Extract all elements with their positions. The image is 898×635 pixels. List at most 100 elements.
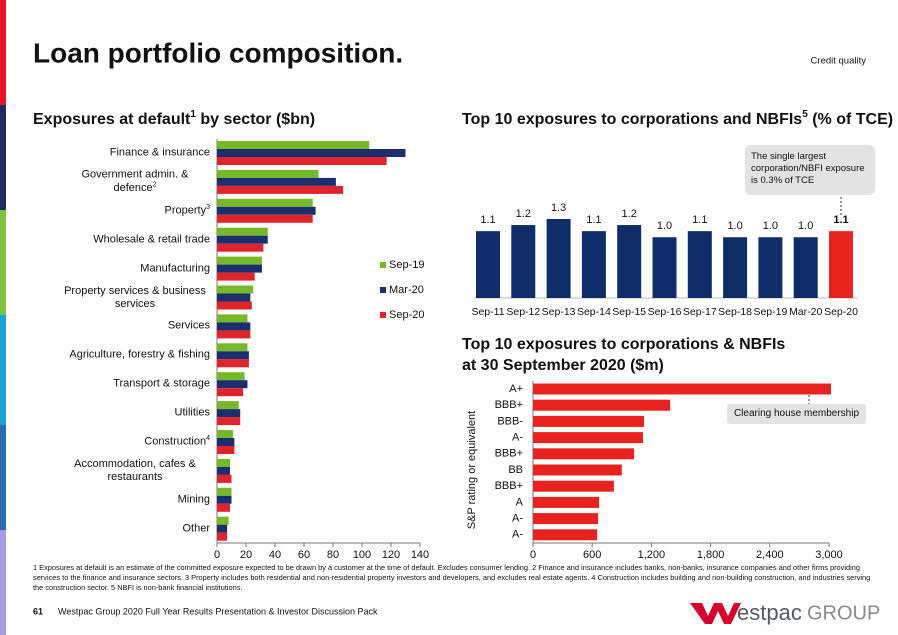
x-tick-label: 60 xyxy=(298,549,310,561)
bar xyxy=(217,227,268,236)
bar xyxy=(217,169,319,178)
title-part: 5 xyxy=(802,109,808,120)
bar xyxy=(217,351,249,360)
category-label: Property services & business services xyxy=(60,284,210,310)
bar xyxy=(217,359,249,368)
category-label: Wholesale & retail trade xyxy=(93,233,210,246)
bar xyxy=(217,293,251,302)
category-text: Property services & business services xyxy=(64,284,206,310)
category-label-box: Services xyxy=(0,320,210,333)
bar xyxy=(217,314,248,323)
bar xyxy=(217,157,387,165)
chart-title: Top 10 exposures to corporations & NBFIs xyxy=(462,336,785,353)
category-text: Manufacturing xyxy=(140,262,210,274)
bar xyxy=(511,225,536,298)
bar xyxy=(723,237,748,298)
footnote: 1 Exposures at default is an estimate of… xyxy=(33,563,871,592)
bar xyxy=(829,231,853,298)
strip xyxy=(0,530,6,635)
x-tick-label: 1,200 xyxy=(638,549,666,561)
category-text: Agriculture, forestry & fishing xyxy=(69,348,210,361)
category-label: BBB+ xyxy=(495,448,523,460)
bar xyxy=(217,388,244,397)
bar xyxy=(476,231,500,298)
bar xyxy=(217,401,239,410)
category-label-box: Finance & insurance xyxy=(0,146,210,159)
bar xyxy=(533,513,599,525)
bar xyxy=(217,214,313,223)
bar xyxy=(217,503,231,512)
strip xyxy=(0,0,6,105)
x-tick-label: Sep-20 xyxy=(824,306,858,318)
slide-title: Loan portfolio composition. xyxy=(33,37,403,68)
category-label: Agriculture, forestry & fishing xyxy=(69,349,210,362)
value-label: 1.0 xyxy=(763,220,778,232)
x-tick-label: 0 xyxy=(530,549,536,561)
value-label: 1.1 xyxy=(586,214,601,226)
title-part: (% of TCE) xyxy=(808,111,893,128)
bar xyxy=(217,330,251,339)
category-label: A+ xyxy=(509,383,523,395)
legend-swatch xyxy=(380,312,386,318)
category-text: Government admin. & defence xyxy=(81,168,189,195)
bar xyxy=(217,458,231,467)
bar xyxy=(217,301,252,310)
category-label: BBB- xyxy=(497,415,523,427)
x-tick-label: 80 xyxy=(327,549,339,561)
bar xyxy=(217,141,370,149)
category-text: Services xyxy=(167,319,210,332)
category-label: A xyxy=(516,496,524,508)
bar xyxy=(533,529,598,541)
category-text: Accommodation, cafes & restaurants xyxy=(74,457,196,483)
legend-label: Sep-19 xyxy=(389,259,424,271)
x-tick-label: Sep-15 xyxy=(612,306,646,318)
bar xyxy=(217,185,344,194)
category-note: 2 xyxy=(152,181,157,189)
title-part: Top 10 exposures to corporations and NBF… xyxy=(462,111,802,128)
category-note: 3 xyxy=(206,203,210,211)
x-tick-label: Mar-20 xyxy=(789,306,822,318)
x-tick-label: 20 xyxy=(240,549,252,561)
bar xyxy=(217,285,254,294)
x-tick-label: Sep-16 xyxy=(648,306,682,318)
bar xyxy=(533,383,831,395)
x-tick-label: 600 xyxy=(583,549,601,561)
bar xyxy=(581,231,606,298)
bar xyxy=(217,177,336,186)
x-tick-label: Sep-19 xyxy=(753,306,787,318)
bar xyxy=(533,496,600,508)
category-text: Wholesale & retail trade xyxy=(93,233,210,246)
x-tick-label: 0 xyxy=(214,549,220,561)
category-label-box: Transport & storage xyxy=(0,378,210,391)
x-tick-label: Sep-12 xyxy=(506,306,540,318)
bar xyxy=(533,448,635,460)
bar xyxy=(533,464,622,476)
category-label-box: Utilities xyxy=(0,407,210,420)
category-label: Property3 xyxy=(165,204,210,218)
category-text: Property xyxy=(164,204,207,217)
title-part: 1 xyxy=(190,109,196,120)
bar xyxy=(217,524,228,533)
bar xyxy=(533,415,644,427)
logo-group: GROUP xyxy=(807,602,880,624)
category-label-box: Manufacturing xyxy=(0,262,210,275)
bar xyxy=(652,237,677,298)
value-label: 1.3 xyxy=(551,202,566,214)
bar xyxy=(217,243,264,252)
logo-mark xyxy=(690,603,741,624)
annotation: The single largest corporation/NBFI expo… xyxy=(745,145,875,195)
bar xyxy=(217,409,241,418)
bar xyxy=(617,225,642,298)
bar xyxy=(217,487,232,496)
category-label-box: Construction4 xyxy=(0,435,210,449)
bar xyxy=(217,343,248,352)
category-label-box: Accommodation, cafes & restaurants xyxy=(0,458,210,484)
bar xyxy=(217,417,241,426)
bar xyxy=(793,237,818,298)
x-tick-label: Sep-11 xyxy=(471,306,504,318)
y-axis-label: S&P rating or equivalent xyxy=(466,411,478,529)
bar xyxy=(217,256,262,265)
category-label: A- xyxy=(512,432,523,444)
